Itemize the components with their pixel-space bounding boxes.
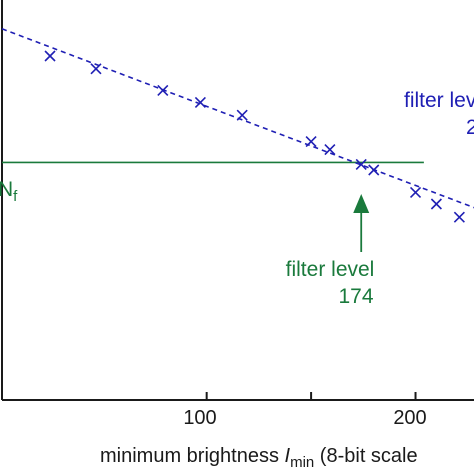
x-tick-label-100: 100	[183, 407, 216, 429]
axes-frame	[1, 0, 474, 401]
data-point	[430, 198, 442, 210]
data-point	[44, 50, 56, 62]
x-axis-label-var: I	[285, 445, 291, 467]
data-point	[194, 96, 206, 108]
x-tick-labels: 100 200	[183, 407, 426, 429]
annotation-filter-level-green-line2: 174	[338, 285, 373, 308]
data-point	[157, 84, 169, 96]
threshold-label: Nf	[0, 178, 18, 205]
x-axis-label-sub: min	[290, 454, 314, 471]
data-point	[453, 211, 465, 223]
x-axis-label-suffix: (8-bit scale	[314, 445, 417, 467]
data-point	[305, 136, 317, 148]
data-point	[90, 63, 102, 75]
annotation-filter-level-green-line1: filter level	[286, 258, 375, 281]
data-point	[409, 186, 422, 198]
x-axis-label-prefix: minimum brightness	[100, 445, 285, 467]
data-point	[355, 158, 367, 170]
trendline-group	[1, 28, 474, 209]
x-tick-label-200: 200	[393, 407, 426, 429]
data-point	[324, 144, 336, 156]
annotation-filter-level-blue-line2: 2	[466, 116, 474, 139]
data-point	[368, 164, 380, 176]
threshold-label-subscript: f	[13, 188, 18, 205]
x-axis-label: minimum brightness Imin (8-bit scale	[100, 445, 418, 471]
x-ticks	[205, 392, 417, 400]
threshold-label-main: N	[0, 178, 13, 201]
filter-arrow	[353, 194, 370, 252]
arrow-head	[353, 194, 370, 213]
annotation-filter-level-blue-line1: filter lev	[404, 89, 474, 112]
data-point	[236, 109, 248, 121]
trendline	[1, 28, 474, 209]
data-markers	[44, 50, 465, 223]
